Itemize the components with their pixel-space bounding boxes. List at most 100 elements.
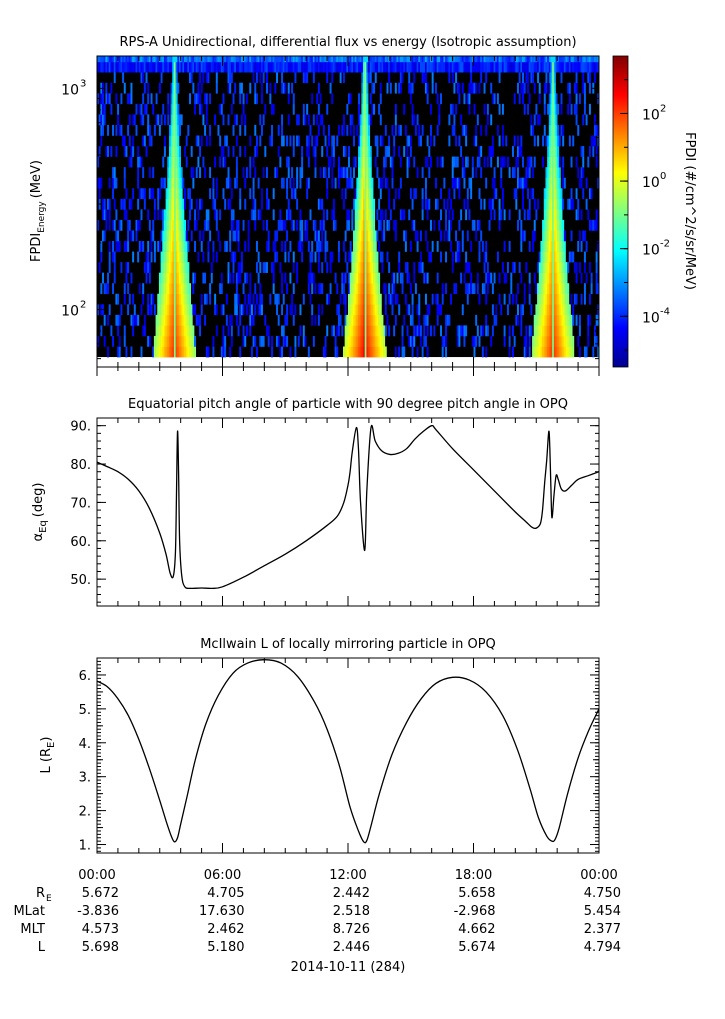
heatmap-cell: [379, 209, 382, 221]
heatmap-cell: [244, 61, 247, 73]
heatmap-cell: [552, 219, 555, 231]
heatmap-cell: [249, 56, 252, 63]
heatmap-cell: [388, 325, 391, 337]
heatmap-cell: [185, 346, 188, 358]
heatmap-cell: [450, 219, 453, 231]
heatmap-cell: [349, 61, 352, 73]
heatmap-cell: [398, 146, 401, 157]
heatmap-cell: [170, 93, 173, 105]
heatmap-cell: [105, 61, 108, 73]
heatmap-cell: [515, 61, 518, 73]
heatmap-cell: [552, 241, 555, 252]
heatmap-cell: [542, 135, 545, 147]
heatmap-cell: [153, 304, 156, 316]
heatmap-cell: [545, 219, 548, 231]
heatmap-cell: [249, 314, 252, 326]
heatmap-cell: [306, 103, 309, 115]
heatmap-cell: [513, 93, 516, 105]
heatmap-cell: [336, 283, 339, 295]
heatmap-cell: [369, 167, 372, 178]
heatmap-cell: [232, 230, 235, 242]
heatmap-cell: [558, 61, 561, 73]
ephemeris-value: 5.180: [207, 940, 244, 955]
heatmap-cell: [588, 262, 591, 273]
heatmap-cell: [105, 56, 108, 63]
heatmap-cell: [445, 209, 448, 221]
heatmap-cell: [242, 335, 245, 347]
heatmap-cell: [172, 156, 175, 168]
heatmap-cell: [140, 188, 143, 200]
heatmap-cell: [376, 209, 379, 221]
heatmap-cell: [158, 325, 161, 337]
heatmap-cell: [522, 188, 524, 200]
heatmap-cell: [199, 103, 202, 115]
heatmap-cell: [140, 103, 143, 115]
heatmap-cell: [547, 167, 550, 178]
heatmap-cell: [553, 93, 556, 105]
heatmap-cell: [358, 346, 361, 358]
heatmap-cell: [386, 82, 389, 94]
heatmap-cell: [244, 56, 247, 63]
heatmap-cell: [155, 325, 158, 337]
heatmap-cell: [585, 198, 588, 210]
heatmap-cell: [189, 283, 191, 295]
heatmap-cell: [199, 230, 202, 242]
heatmap-cell: [115, 61, 118, 73]
heatmap-cell: [306, 72, 309, 84]
heatmap-cell: [552, 325, 555, 337]
heatmap-cell: [299, 209, 302, 221]
heatmap-cell: [194, 241, 197, 252]
heatmap-cell: [468, 262, 471, 273]
heatmap-cell: [301, 219, 304, 231]
heatmap-cell: [150, 251, 153, 263]
heatmap-cell: [287, 167, 290, 178]
heatmap-cell: [317, 82, 320, 94]
heatmap-cell: [466, 93, 469, 105]
heatmap-cell: [448, 188, 451, 200]
heatmap-cell: [232, 56, 235, 63]
heatmap-cell: [409, 241, 412, 252]
heatmap-cell: [326, 293, 329, 305]
heatmap-cell: [128, 135, 131, 147]
heatmap-cell: [426, 93, 429, 105]
heatmap-cell: [358, 56, 361, 63]
heatmap-cell: [180, 114, 183, 126]
heatmap-cell: [212, 188, 215, 200]
heatmap-cell: [326, 262, 329, 273]
heatmap-cell: [272, 188, 275, 200]
heatmap-cell: [436, 124, 439, 136]
heatmap-cell: [413, 61, 416, 73]
heatmap-cell: [165, 293, 168, 305]
heatmap-cell: [152, 188, 155, 200]
heatmap-cell: [408, 304, 411, 316]
heatmap-cell: [115, 177, 118, 189]
heatmap-cell: [353, 293, 355, 305]
heatmap-cell: [369, 335, 372, 347]
heatmap-cell: [413, 325, 416, 337]
heatmap-cell: [219, 209, 222, 221]
heatmap-cell: [230, 72, 233, 84]
heatmap-cell: [209, 61, 212, 73]
heatmap-cell: [227, 177, 230, 189]
heatmap-cell: [276, 251, 279, 263]
heatmap-cell: [175, 335, 178, 347]
heatmap-cell: [562, 241, 565, 252]
heatmap-cell: [440, 93, 442, 105]
heatmap-cell: [317, 230, 320, 242]
heatmap-cell: [562, 219, 565, 231]
heatmap-cell: [190, 72, 193, 84]
heatmap-cell: [329, 61, 332, 73]
heatmap-cell: [182, 346, 185, 358]
heatmap-cell: [281, 219, 284, 231]
heatmap-cell: [205, 209, 208, 221]
heatmap-cell: [252, 61, 255, 73]
heatmap-cell: [408, 335, 411, 347]
heatmap-cell: [172, 325, 175, 337]
heatmap-cell: [560, 103, 563, 115]
heatmap-cell: [548, 72, 551, 84]
heatmap-cell: [548, 103, 551, 115]
heatmap-cell: [152, 219, 155, 231]
heatmap-cell: [517, 283, 519, 295]
heatmap-cell: [341, 272, 344, 284]
heatmap-cell: [421, 262, 424, 273]
